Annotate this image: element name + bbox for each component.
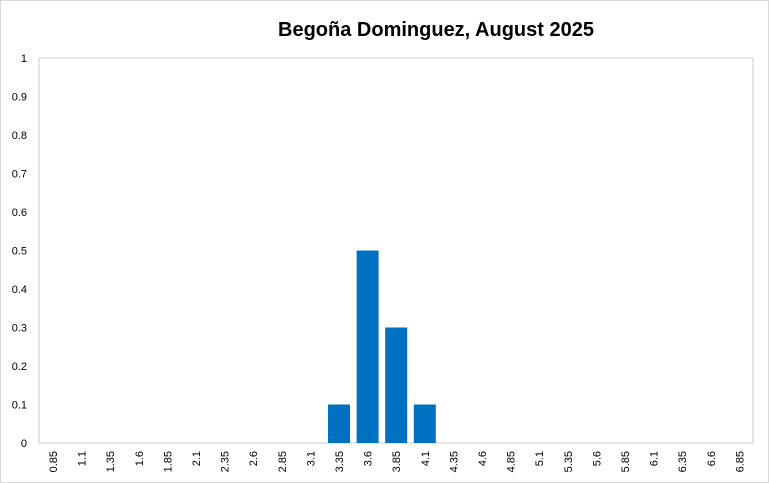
x-tick-label: 6.85 <box>734 451 746 472</box>
y-tick-label: 0.3 <box>12 323 27 335</box>
x-tick-label: 3.35 <box>334 451 346 472</box>
bar <box>356 250 379 443</box>
x-tick-label: 6.35 <box>677 451 689 472</box>
x-tick-label: 1.1 <box>77 451 89 466</box>
y-tick-label: 0.2 <box>12 361 27 373</box>
y-tick-label: 0.7 <box>12 169 27 181</box>
x-tick-label: 3.6 <box>363 451 375 466</box>
x-tick-label: 4.35 <box>448 451 460 472</box>
x-tick-label: 1.6 <box>134 451 146 466</box>
y-tick-label: 0.4 <box>12 284 27 296</box>
x-tick-label: 4.1 <box>420 451 432 466</box>
x-tick-label: 5.35 <box>563 451 575 472</box>
x-tick-label: 4.85 <box>506 451 518 472</box>
x-tick-label: 6.1 <box>649 451 661 466</box>
bar <box>413 404 436 443</box>
x-tick-label: 3.1 <box>305 451 317 466</box>
bars <box>328 250 436 443</box>
y-tick-label: 0.6 <box>12 207 27 219</box>
x-tick-label: 5.6 <box>591 451 603 466</box>
x-tick-label: 1.35 <box>105 451 117 472</box>
y-tick-label: 0.1 <box>12 400 27 412</box>
x-tick-label: 2.35 <box>220 451 232 472</box>
x-tick-label: 4.6 <box>477 451 489 466</box>
x-tick-label: 6.6 <box>706 451 718 466</box>
x-tick-label: 1.85 <box>162 451 174 472</box>
y-tick-label: 1 <box>21 53 27 65</box>
x-tick-label: 2.1 <box>191 451 203 466</box>
x-tick-label: 5.85 <box>620 451 632 472</box>
x-tick-label: 2.6 <box>248 451 260 466</box>
x-tick-label: 3.85 <box>391 451 403 472</box>
bar <box>328 404 350 443</box>
x-tick-label: 5.1 <box>534 451 546 466</box>
y-tick-label: 0.9 <box>12 92 27 104</box>
x-axis-ticks: 0.85 1.1 1.35 1.6 1.85 2.1 2.35 2.6 2.85 3.1 3.35 3… <box>48 451 746 472</box>
x-tick-label: 2.85 <box>277 451 289 472</box>
y-tick-label: 0.5 <box>12 246 27 258</box>
bar <box>385 327 408 443</box>
y-axis-ticks: 0 0.1 0.2 0.3 0.4 0.5 0.6 0.7 0.8 0.9 1 <box>12 53 27 450</box>
x-tick-label: 0.85 <box>48 451 60 472</box>
chart-title: Begoña Dominguez, August 2025 <box>278 19 594 41</box>
y-tick-label: 0.8 <box>12 130 27 142</box>
y-tick-label: 0 <box>21 438 27 450</box>
